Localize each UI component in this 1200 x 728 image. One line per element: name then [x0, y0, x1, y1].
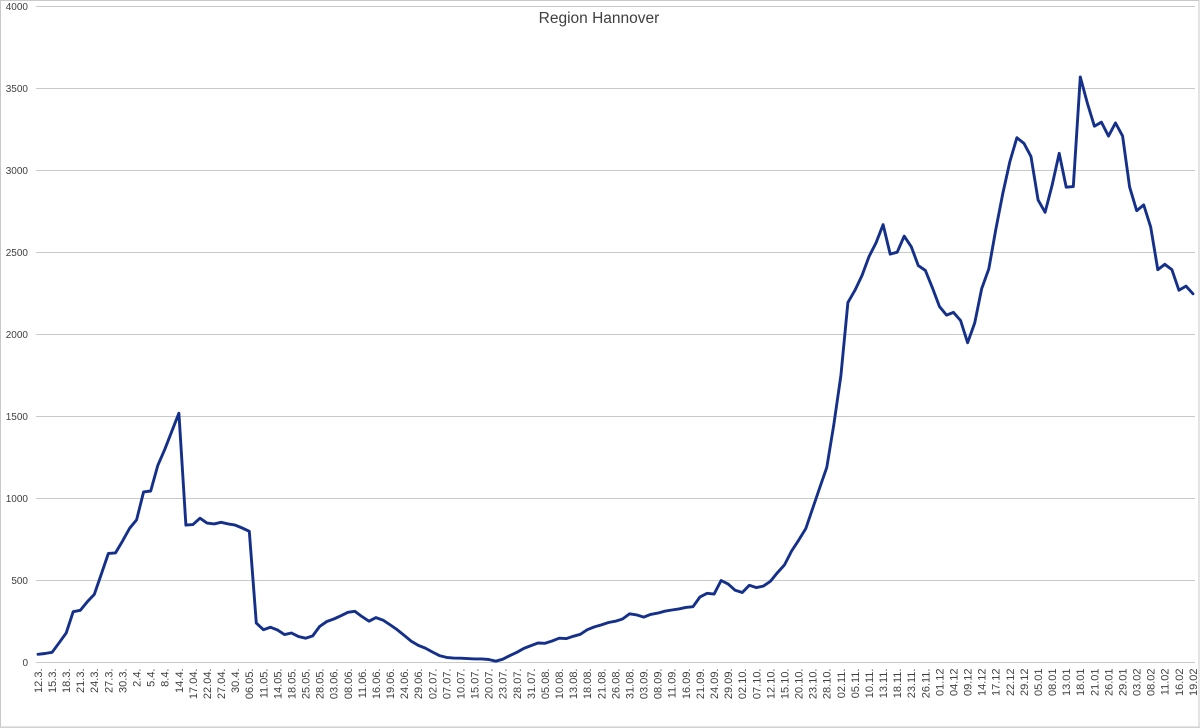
svg-text:26.08.: 26.08.: [610, 669, 622, 700]
svg-text:31.08.: 31.08.: [624, 669, 636, 700]
svg-text:11.05.: 11.05.: [258, 669, 270, 699]
svg-text:Region Hannover: Region Hannover: [539, 10, 660, 27]
svg-text:03.02: 03.02: [1132, 669, 1144, 697]
svg-text:18.01: 18.01: [1075, 669, 1087, 697]
svg-text:11.09.: 11.09.: [667, 669, 679, 699]
svg-text:10.11.: 10.11.: [864, 669, 876, 699]
svg-text:02.10.: 02.10.: [737, 669, 749, 700]
svg-text:10.07.: 10.07.: [455, 669, 467, 700]
svg-text:18.3.: 18.3.: [61, 669, 73, 693]
svg-text:18.11.: 18.11.: [892, 669, 904, 699]
svg-text:23.11.: 23.11.: [906, 669, 918, 699]
svg-text:04.12: 04.12: [948, 669, 960, 697]
svg-text:23.07.: 23.07.: [498, 669, 510, 700]
svg-text:14.05.: 14.05.: [272, 669, 284, 700]
svg-text:15.3.: 15.3.: [47, 669, 59, 693]
svg-text:29.09.: 29.09.: [723, 669, 735, 700]
svg-text:1000: 1000: [6, 494, 29, 505]
svg-text:11.02: 11.02: [1160, 669, 1172, 696]
svg-text:29.06.: 29.06.: [413, 669, 425, 700]
svg-text:09.12: 09.12: [962, 669, 974, 697]
svg-text:07.10.: 07.10.: [751, 669, 763, 700]
svg-text:0: 0: [22, 658, 28, 669]
svg-text:13.11.: 13.11.: [878, 669, 890, 699]
svg-text:05.11.: 05.11.: [850, 669, 862, 699]
svg-text:21.08.: 21.08.: [596, 669, 608, 700]
svg-text:21.09.: 21.09.: [695, 669, 707, 700]
svg-text:20.07.: 20.07.: [484, 669, 496, 700]
svg-text:03.09.: 03.09.: [639, 669, 651, 700]
svg-text:02.07.: 02.07.: [427, 669, 439, 700]
svg-text:22.04.: 22.04.: [202, 669, 214, 700]
svg-text:25.05.: 25.05.: [300, 669, 312, 700]
svg-text:12.10.: 12.10.: [765, 669, 777, 700]
svg-text:18.05.: 18.05.: [286, 669, 298, 700]
svg-text:27.04.: 27.04.: [216, 669, 228, 700]
svg-text:2.4.: 2.4.: [131, 669, 143, 687]
svg-text:30.3.: 30.3.: [117, 669, 129, 693]
svg-text:4000: 4000: [6, 2, 29, 13]
svg-text:16.06.: 16.06.: [371, 669, 383, 700]
svg-text:03.06.: 03.06.: [329, 669, 341, 700]
svg-text:29.12: 29.12: [1019, 669, 1031, 697]
svg-text:28.07.: 28.07.: [512, 669, 524, 700]
svg-text:13.08.: 13.08.: [568, 669, 580, 700]
svg-text:31.07.: 31.07.: [526, 669, 538, 700]
svg-text:19.02: 19.02: [1188, 669, 1200, 697]
svg-text:500: 500: [11, 576, 28, 587]
svg-text:1500: 1500: [6, 412, 29, 423]
svg-text:29.01: 29.01: [1117, 669, 1129, 697]
svg-text:01.12: 01.12: [934, 669, 946, 697]
svg-text:15.07.: 15.07.: [469, 669, 481, 700]
svg-text:27.3.: 27.3.: [103, 669, 115, 693]
svg-text:28.10.: 28.10.: [822, 669, 834, 700]
svg-text:3500: 3500: [6, 84, 29, 95]
svg-text:15.10.: 15.10.: [779, 669, 791, 700]
svg-text:30.4.: 30.4.: [230, 669, 242, 693]
svg-text:20.10.: 20.10.: [793, 669, 805, 700]
svg-text:21.01: 21.01: [1089, 669, 1101, 697]
svg-text:12.3.: 12.3.: [33, 669, 45, 693]
svg-text:08.01: 08.01: [1047, 669, 1059, 697]
svg-text:3000: 3000: [6, 166, 29, 177]
svg-text:22.12: 22.12: [1005, 669, 1017, 697]
svg-text:24.3.: 24.3.: [89, 669, 101, 693]
svg-text:17.12: 17.12: [991, 669, 1003, 697]
svg-text:08.09.: 08.09.: [653, 669, 665, 700]
svg-text:13.01: 13.01: [1061, 669, 1073, 697]
svg-text:24.06.: 24.06.: [399, 669, 411, 700]
svg-text:14.12: 14.12: [977, 669, 989, 697]
svg-text:8.4.: 8.4.: [160, 669, 172, 687]
svg-text:06.05.: 06.05.: [244, 669, 256, 700]
svg-text:18.08.: 18.08.: [582, 669, 594, 700]
svg-text:28.05.: 28.05.: [315, 669, 327, 700]
svg-text:05.08.: 05.08.: [540, 669, 552, 700]
svg-text:2000: 2000: [6, 330, 29, 341]
svg-text:5.4.: 5.4.: [146, 669, 158, 687]
svg-text:16.09.: 16.09.: [681, 669, 693, 700]
svg-text:23.10.: 23.10.: [808, 669, 820, 700]
svg-text:21.3.: 21.3.: [75, 669, 87, 693]
svg-text:08.02: 08.02: [1146, 669, 1158, 697]
svg-text:26.11.: 26.11.: [920, 669, 932, 699]
svg-text:14.4.: 14.4.: [174, 669, 186, 693]
svg-text:26.01: 26.01: [1103, 669, 1115, 697]
svg-text:10.08.: 10.08.: [554, 669, 566, 700]
svg-text:11.06.: 11.06.: [357, 669, 369, 699]
svg-text:02.11.: 02.11.: [836, 669, 848, 699]
svg-text:2500: 2500: [6, 248, 29, 259]
svg-text:07.07.: 07.07.: [441, 669, 453, 700]
svg-text:19.06.: 19.06.: [385, 669, 397, 700]
svg-text:24.09.: 24.09.: [709, 669, 721, 700]
svg-text:08.06.: 08.06.: [343, 669, 355, 700]
svg-text:05.01: 05.01: [1033, 669, 1045, 697]
svg-text:17.04.: 17.04.: [188, 669, 200, 700]
svg-text:16.02: 16.02: [1174, 669, 1186, 697]
